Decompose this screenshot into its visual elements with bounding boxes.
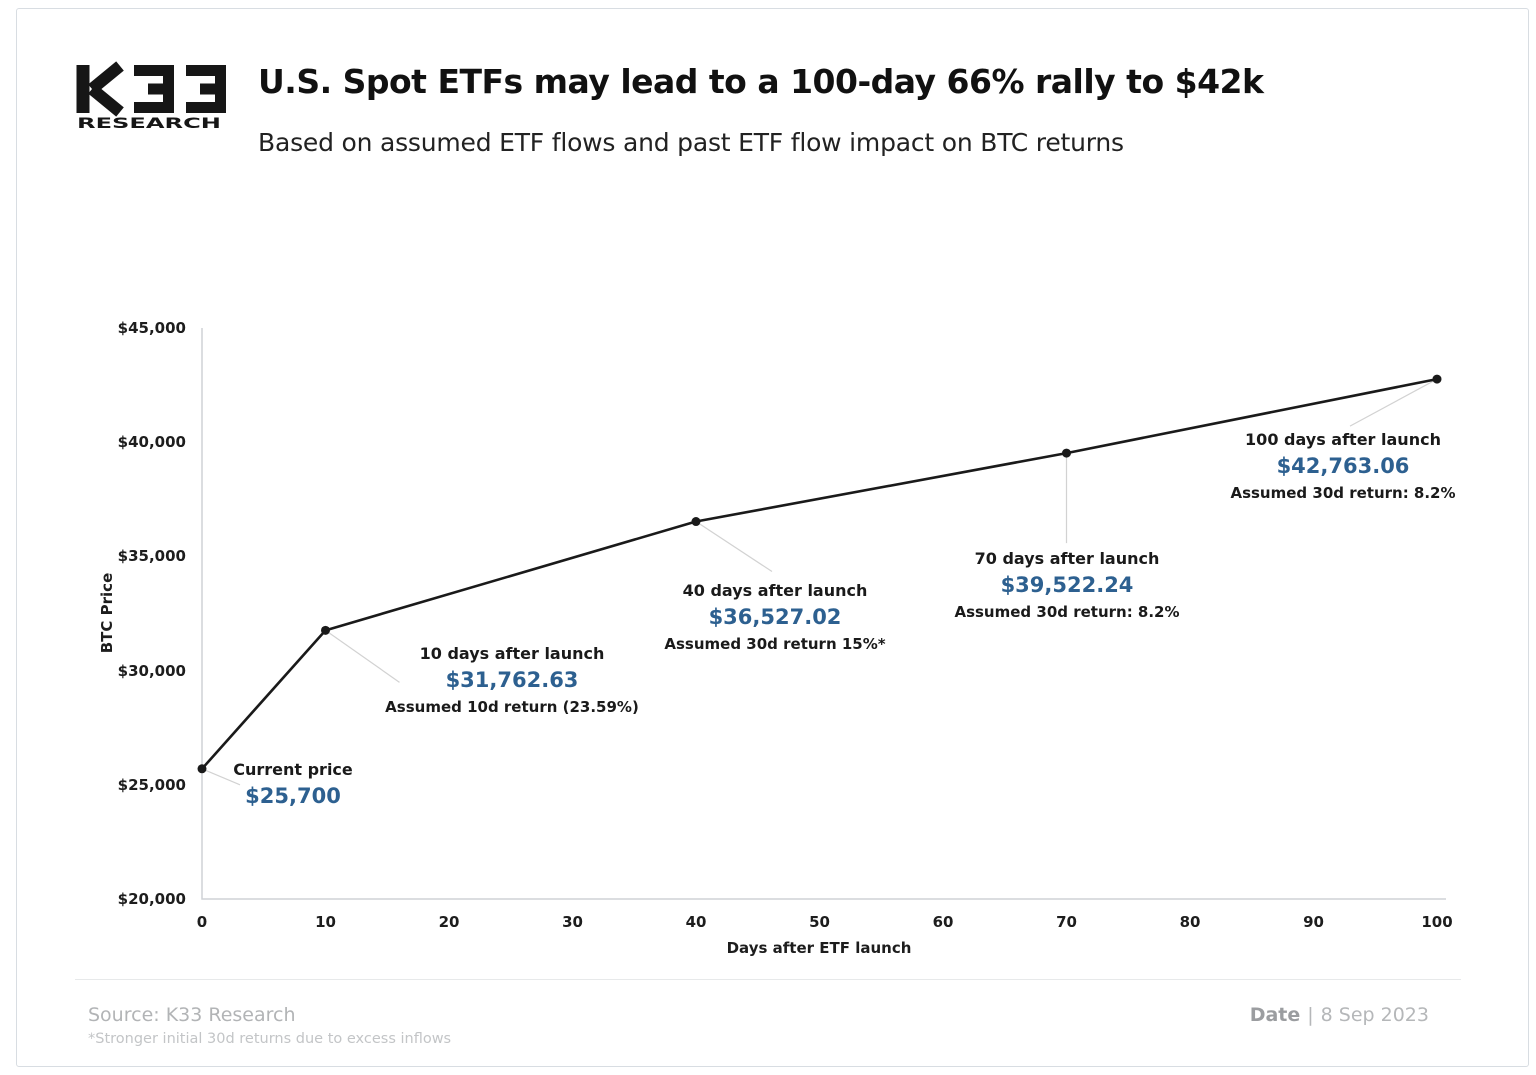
x-tick-label: 70 xyxy=(1056,913,1077,931)
annotation-10-days: 10 days after launch $31,762.63 Assumed … xyxy=(385,642,639,719)
annotation-leader-line xyxy=(695,521,773,573)
y-axis-title: BTC Price xyxy=(98,572,116,654)
x-tick-label: 40 xyxy=(685,913,707,931)
y-tick-label: $30,000 xyxy=(117,661,186,680)
card-border xyxy=(16,8,1529,1067)
logo-research-text: RESEARCH xyxy=(77,116,221,132)
annotation-label: 10 days after launch xyxy=(419,644,605,663)
annotation-leader-line xyxy=(325,629,400,683)
data-point-marker xyxy=(691,517,701,527)
annotation-current-price: Current price $25,700 xyxy=(233,758,353,811)
annotation-note: Assumed 30d return 15%* xyxy=(664,635,886,653)
annotation-100-days: 100 days after launch $42,763.06 Assumed… xyxy=(1230,428,1455,505)
data-point-marker xyxy=(321,625,330,635)
x-tick-label: 60 xyxy=(932,913,954,931)
annotation-label: Current price xyxy=(233,760,353,779)
x-tick-label: 20 xyxy=(438,913,460,931)
x-tick-label: 90 xyxy=(1303,913,1324,931)
x-axis-title: Days after ETF launch xyxy=(726,939,912,957)
annotation-70-days: 70 days after launch $39,522.24 Assumed … xyxy=(954,547,1179,624)
footer-date: Date | 8 Sep 2023 xyxy=(1250,1004,1429,1026)
y-tick-label: $40,000 xyxy=(117,433,186,452)
k33-logo-glyphs xyxy=(76,61,226,117)
y-tick-label: $25,000 xyxy=(117,775,186,794)
x-tick-label: 100 xyxy=(1421,913,1453,931)
annotation-note: Assumed 30d return: 8.2% xyxy=(954,603,1180,621)
x-tick-label: 50 xyxy=(809,913,830,931)
x-tick-label: 30 xyxy=(562,913,583,931)
annotation-value: $36,527.02 xyxy=(708,605,842,629)
footer-date-separator: | xyxy=(1307,1004,1314,1026)
annotation-leader-line xyxy=(1349,378,1438,427)
page-title: U.S. Spot ETFs may lead to a 100-day 66%… xyxy=(258,62,1264,101)
page-subtitle: Based on assumed ETF flows and past ETF … xyxy=(258,128,1124,157)
data-point-marker xyxy=(1432,374,1442,384)
annotation-label: 40 days after launch xyxy=(682,581,868,600)
footer-date-label: Date xyxy=(1249,1004,1301,1026)
x-tick-label: 80 xyxy=(1179,913,1201,931)
y-tick-label: $45,000 xyxy=(117,319,186,337)
annotation-note: Assumed 30d return: 8.2% xyxy=(1230,484,1456,502)
annotation-value: $39,522.24 xyxy=(1000,573,1134,597)
x-tick-label: 0 xyxy=(196,913,208,931)
annotation-value: $42,763.06 xyxy=(1276,454,1410,478)
y-tick-label: $20,000 xyxy=(117,890,186,908)
annotation-note: Assumed 10d return (23.59%) xyxy=(385,698,639,716)
annotation-40-days: 40 days after launch $36,527.02 Assumed … xyxy=(664,579,885,656)
y-tick-label: $35,000 xyxy=(117,547,186,566)
footer-divider xyxy=(75,979,1461,980)
data-point-marker xyxy=(1062,448,1071,458)
footer-source: Source: K33 Research xyxy=(88,1004,296,1026)
annotation-label: 100 days after launch xyxy=(1245,430,1441,449)
footer-footnote: *Stronger initial 30d returns due to exc… xyxy=(88,1031,452,1047)
annotation-value: $25,700 xyxy=(245,784,341,808)
data-point-marker xyxy=(197,764,207,774)
k33-research-logo: RESEARCH xyxy=(76,61,226,132)
footer-date-value: 8 Sep 2023 xyxy=(1320,1004,1429,1026)
annotation-value: $31,762.63 xyxy=(445,668,579,692)
chart-axes xyxy=(201,328,1446,900)
annotation-leader-line xyxy=(201,768,241,786)
x-tick-label: 10 xyxy=(315,913,336,931)
annotation-label: 70 days after launch xyxy=(974,549,1160,568)
